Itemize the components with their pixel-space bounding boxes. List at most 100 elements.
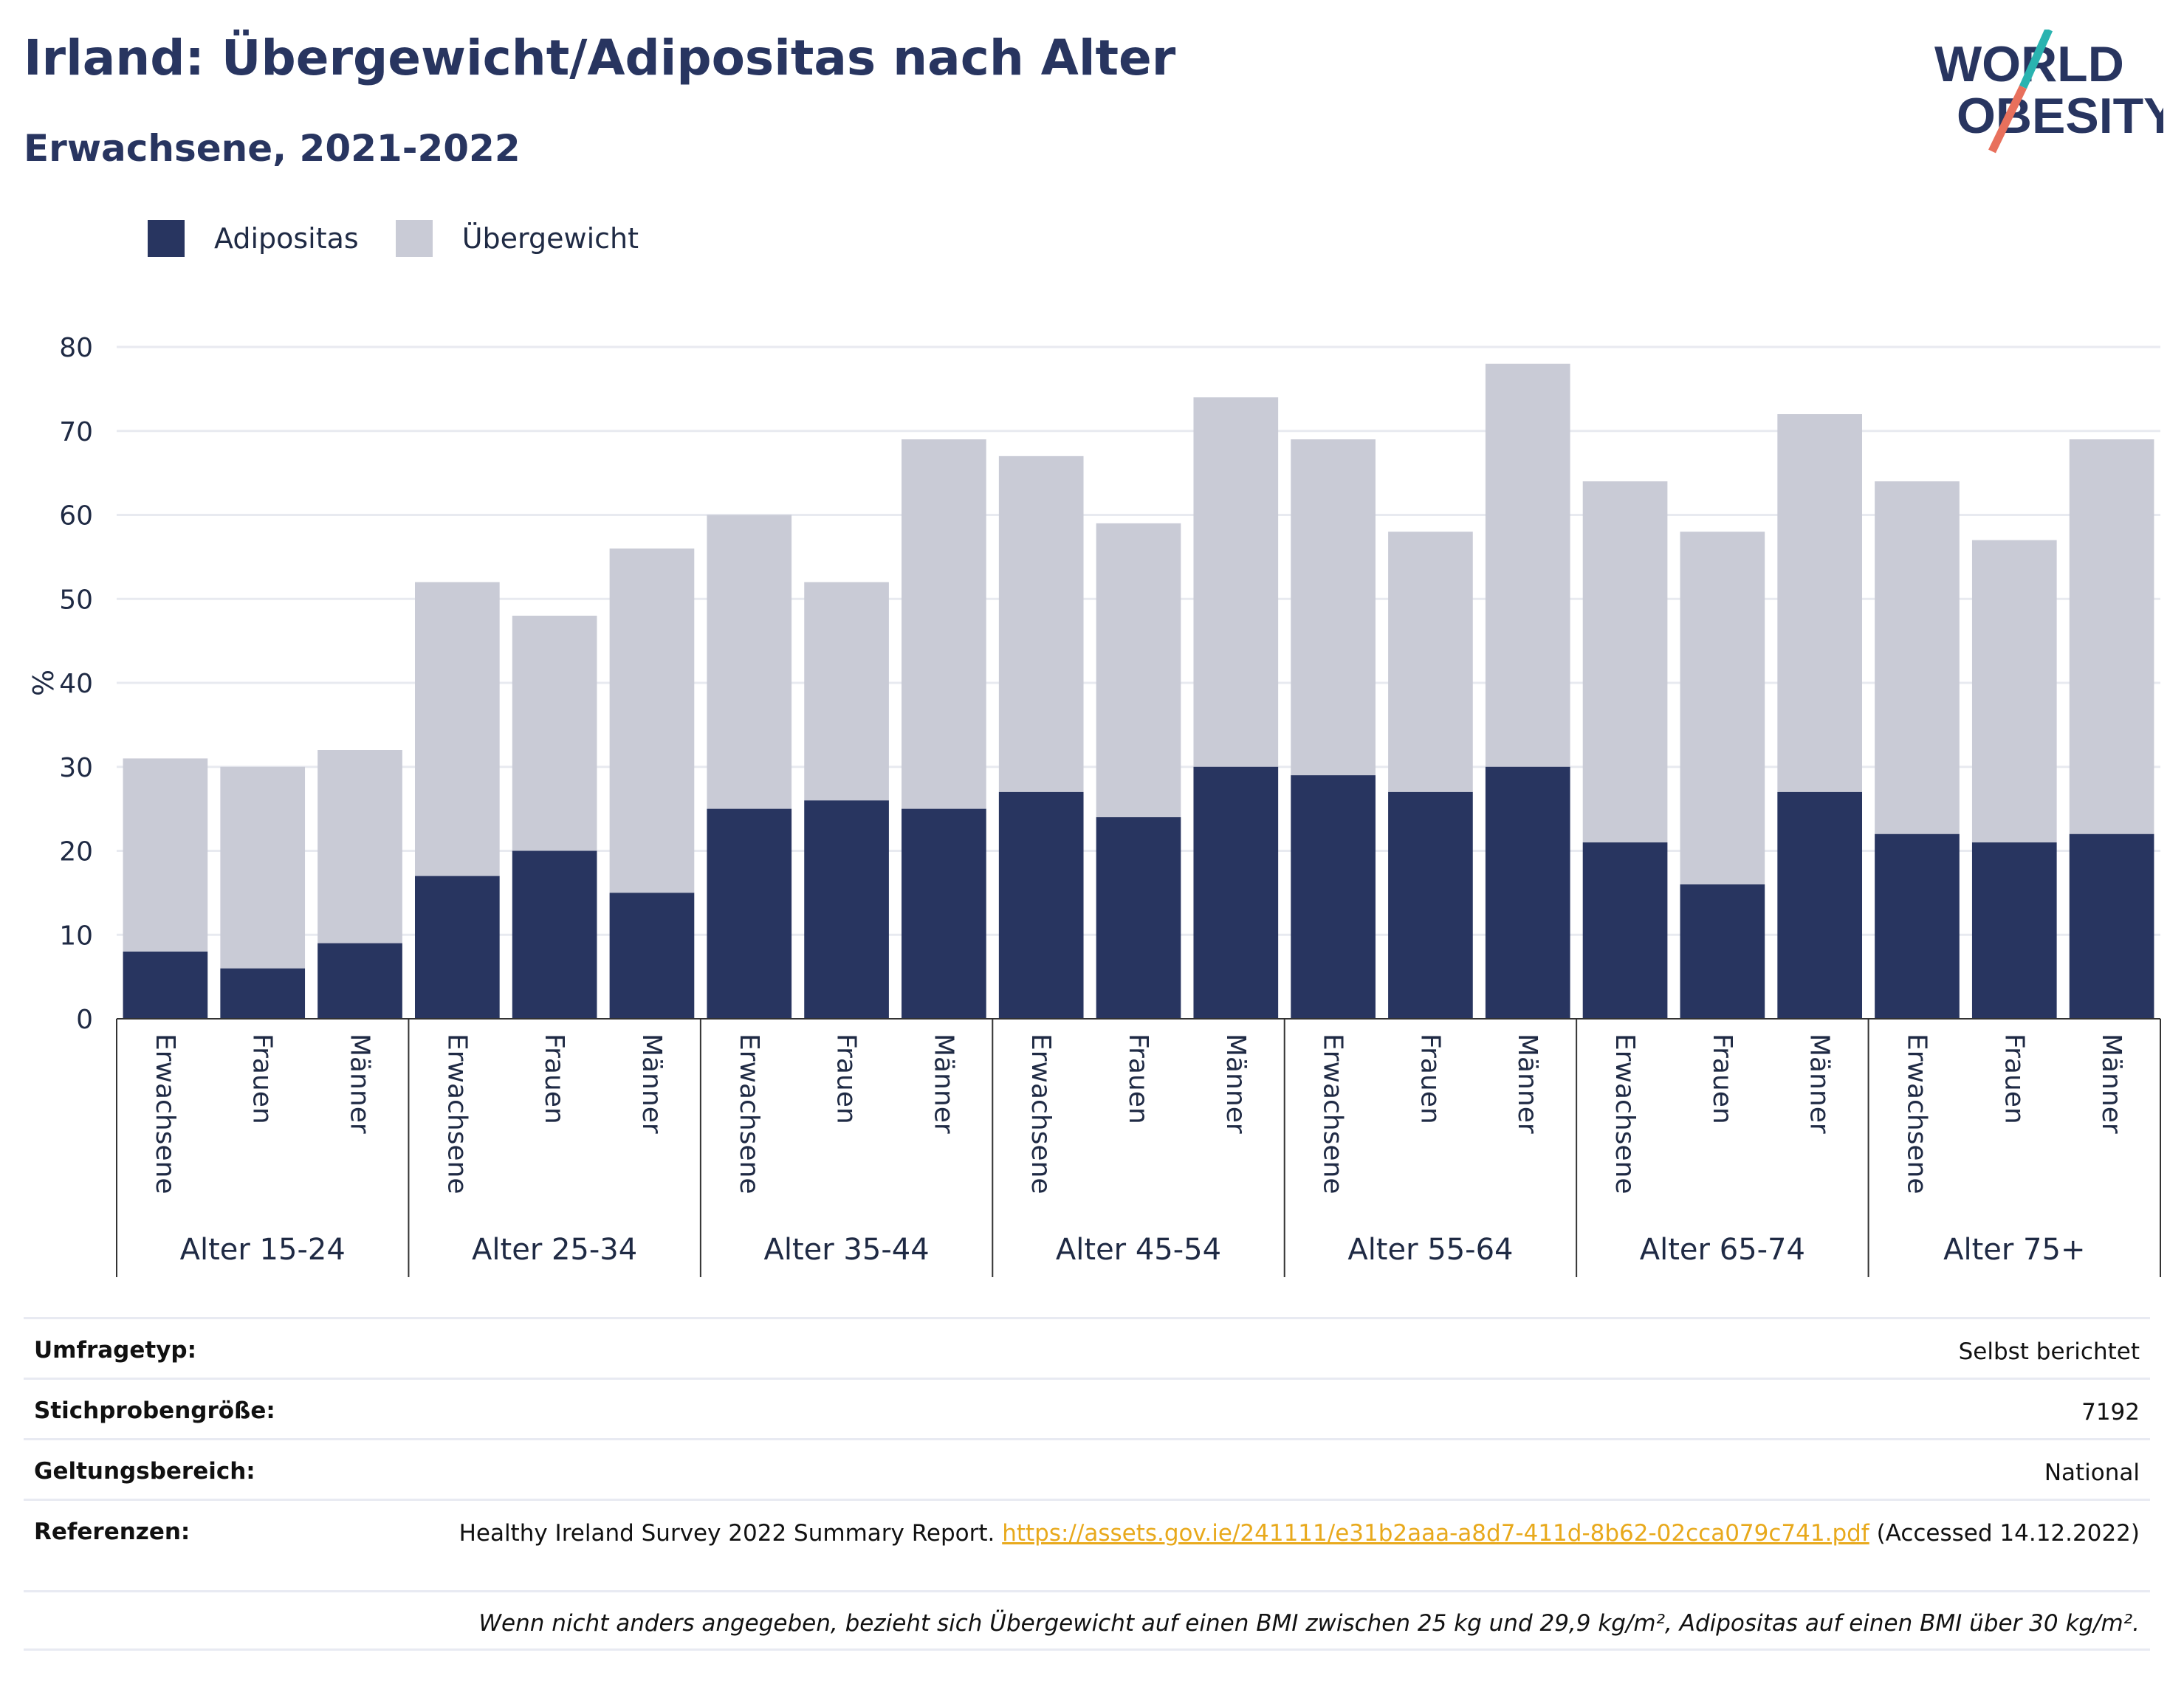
info-key-sample-size: Stichprobengröße: — [34, 1397, 275, 1424]
bar-uebergewicht — [1291, 439, 1376, 776]
bar-uebergewicht — [220, 766, 306, 969]
bar-uebergewicht — [1388, 532, 1473, 792]
bar-uebergewicht — [1096, 523, 1181, 817]
x-tick-label: Männer — [345, 1034, 375, 1134]
x-tick-label: Erwachsene — [442, 1034, 472, 1194]
info-value-survey-type: Selbst berichtet — [1958, 1338, 2140, 1365]
x-tick-label: Männer — [1804, 1034, 1835, 1134]
x-tick-label: Männer — [1220, 1034, 1251, 1134]
y-tick-label: 80 — [59, 333, 93, 363]
legend-item-uebergewicht[interactable]: Übergewicht — [395, 220, 639, 257]
bar-uebergewicht — [804, 582, 889, 801]
group-label: Alter 45-54 — [1056, 1233, 1221, 1267]
x-tick-label: Frauen — [1707, 1034, 1737, 1124]
legend-item-adipositas[interactable]: Adipositas — [148, 220, 359, 257]
group-label: Alter 15-24 — [180, 1233, 346, 1267]
group-label: Alter 35-44 — [763, 1233, 929, 1267]
bar-uebergewicht — [317, 750, 402, 943]
info-key-survey-type: Umfragetyp: — [34, 1337, 196, 1364]
bar-uebergewicht — [609, 549, 695, 893]
bar-adipositas — [317, 943, 402, 1019]
group-label: Alter 65-74 — [1640, 1233, 1805, 1267]
x-tick-label: Frauen — [247, 1034, 278, 1124]
bar-adipositas — [512, 850, 597, 1019]
info-value-sample-size: 7192 — [2081, 1399, 2140, 1426]
bar-adipositas — [609, 893, 695, 1019]
info-value-scope: National — [2044, 1460, 2140, 1486]
y-tick-label: 30 — [59, 753, 93, 783]
logo-stroke-coral — [1988, 85, 2027, 154]
x-tick-label: Erwachsene — [734, 1034, 764, 1194]
stacked-bar-chart: 0 10 20 30 40 50 60 70 80% Erwachsene Frauen Männer… — [27, 333, 2161, 1277]
bar-adipositas — [1777, 791, 1863, 1019]
x-tick-label: Frauen — [1999, 1034, 2029, 1124]
legend-label-adipositas: Adipositas — [214, 222, 359, 255]
legend-swatch-adipositas — [148, 220, 185, 257]
y-tick-label: 50 — [59, 585, 93, 615]
bar-adipositas — [1291, 775, 1376, 1019]
x-tick-label: Frauen — [1123, 1034, 1153, 1124]
reference-accessed: (Accessed 14.12.2022) — [1876, 1520, 2140, 1547]
logo-text-obesity: OBESITY — [1957, 88, 2163, 144]
y-tick-label: 10 — [59, 921, 93, 951]
bar-adipositas — [804, 800, 889, 1019]
reference-link[interactable]: https://assets.gov.ie/241111/e31b2aaa-a8… — [1002, 1520, 1869, 1547]
bar-adipositas — [2069, 833, 2154, 1019]
bar-adipositas — [707, 808, 792, 1019]
x-tick-label: Frauen — [1415, 1034, 1445, 1124]
bar-uebergewicht — [1875, 481, 1960, 834]
y-axis-title: % — [27, 670, 60, 696]
x-tick-label: Männer — [636, 1034, 667, 1134]
bar-uebergewicht — [1582, 481, 1668, 843]
info-row-note: Wenn nicht anders angegeben, bezieht sic… — [24, 1590, 2150, 1651]
y-tick-label: 0 — [76, 1005, 93, 1035]
bar-adipositas — [902, 808, 986, 1019]
bar-adipositas — [998, 791, 1084, 1019]
group-label: Alter 55-64 — [1347, 1233, 1513, 1267]
bar-uebergewicht — [123, 758, 208, 952]
info-row-references: Referenzen: Healthy Ireland Survey 2022 … — [24, 1499, 2150, 1590]
bar-adipositas — [123, 952, 208, 1019]
x-tick-label: Frauen — [539, 1034, 569, 1124]
bar-adipositas — [1680, 884, 1765, 1019]
info-row-sample-size: Stichprobengröße: 7192 — [24, 1378, 2150, 1438]
bar-adipositas — [1096, 817, 1181, 1019]
info-key-references: Referenzen: — [34, 1519, 190, 1545]
chart-legend: Adipositas Übergewicht — [148, 219, 676, 258]
bar-uebergewicht — [512, 616, 597, 851]
group-label: Alter 25-34 — [472, 1233, 637, 1267]
group-label: Alter 75+ — [1943, 1233, 2085, 1267]
bar-uebergewicht — [1680, 532, 1765, 884]
x-tick-label: Erwachsene — [1610, 1034, 1640, 1194]
legend-label-uebergewicht: Übergewicht — [461, 222, 639, 255]
bar-uebergewicht — [2069, 439, 2154, 834]
y-tick-label: 70 — [59, 417, 93, 447]
x-tick-label: Frauen — [831, 1034, 862, 1124]
bar-adipositas — [220, 968, 306, 1019]
bar-adipositas — [1971, 842, 2057, 1019]
x-tick-label: Erwachsene — [1026, 1034, 1056, 1194]
info-table: Umfragetyp: Selbst berichtet Stichproben… — [24, 1317, 2150, 1651]
y-tick-label: 60 — [59, 501, 93, 532]
x-tick-label: Männer — [2096, 1034, 2126, 1134]
bar-uebergewicht — [414, 582, 500, 876]
reference-text: Healthy Ireland Survey 2022 Summary Repo… — [459, 1520, 995, 1547]
x-tick-label: Männer — [928, 1034, 958, 1134]
x-tick-label: Erwachsene — [1318, 1034, 1348, 1194]
bar-uebergewicht — [1971, 540, 2057, 843]
definition-note: Wenn nicht anders angegeben, bezieht sic… — [478, 1610, 2140, 1637]
bar-adipositas — [414, 876, 500, 1019]
info-key-scope: Geltungsbereich: — [34, 1458, 255, 1485]
info-row-scope: Geltungsbereich: National — [24, 1438, 2150, 1499]
info-row-survey-type: Umfragetyp: Selbst berichtet — [24, 1317, 2150, 1378]
bar-adipositas — [1388, 791, 1473, 1019]
bar-uebergewicht — [998, 455, 1084, 792]
bar-adipositas — [1193, 766, 1279, 1019]
y-tick-label: 20 — [59, 837, 93, 867]
info-value-references: Healthy Ireland Survey 2022 Summary Repo… — [459, 1519, 2140, 1550]
logo-stroke-teal — [2019, 30, 2053, 89]
chart-subtitle: Erwachsene, 2021-2022 — [24, 127, 521, 170]
x-tick-label: Männer — [1512, 1034, 1542, 1134]
bar-adipositas — [1875, 833, 1960, 1019]
world-obesity-logo: WORLD OBESITY — [1934, 30, 2163, 154]
